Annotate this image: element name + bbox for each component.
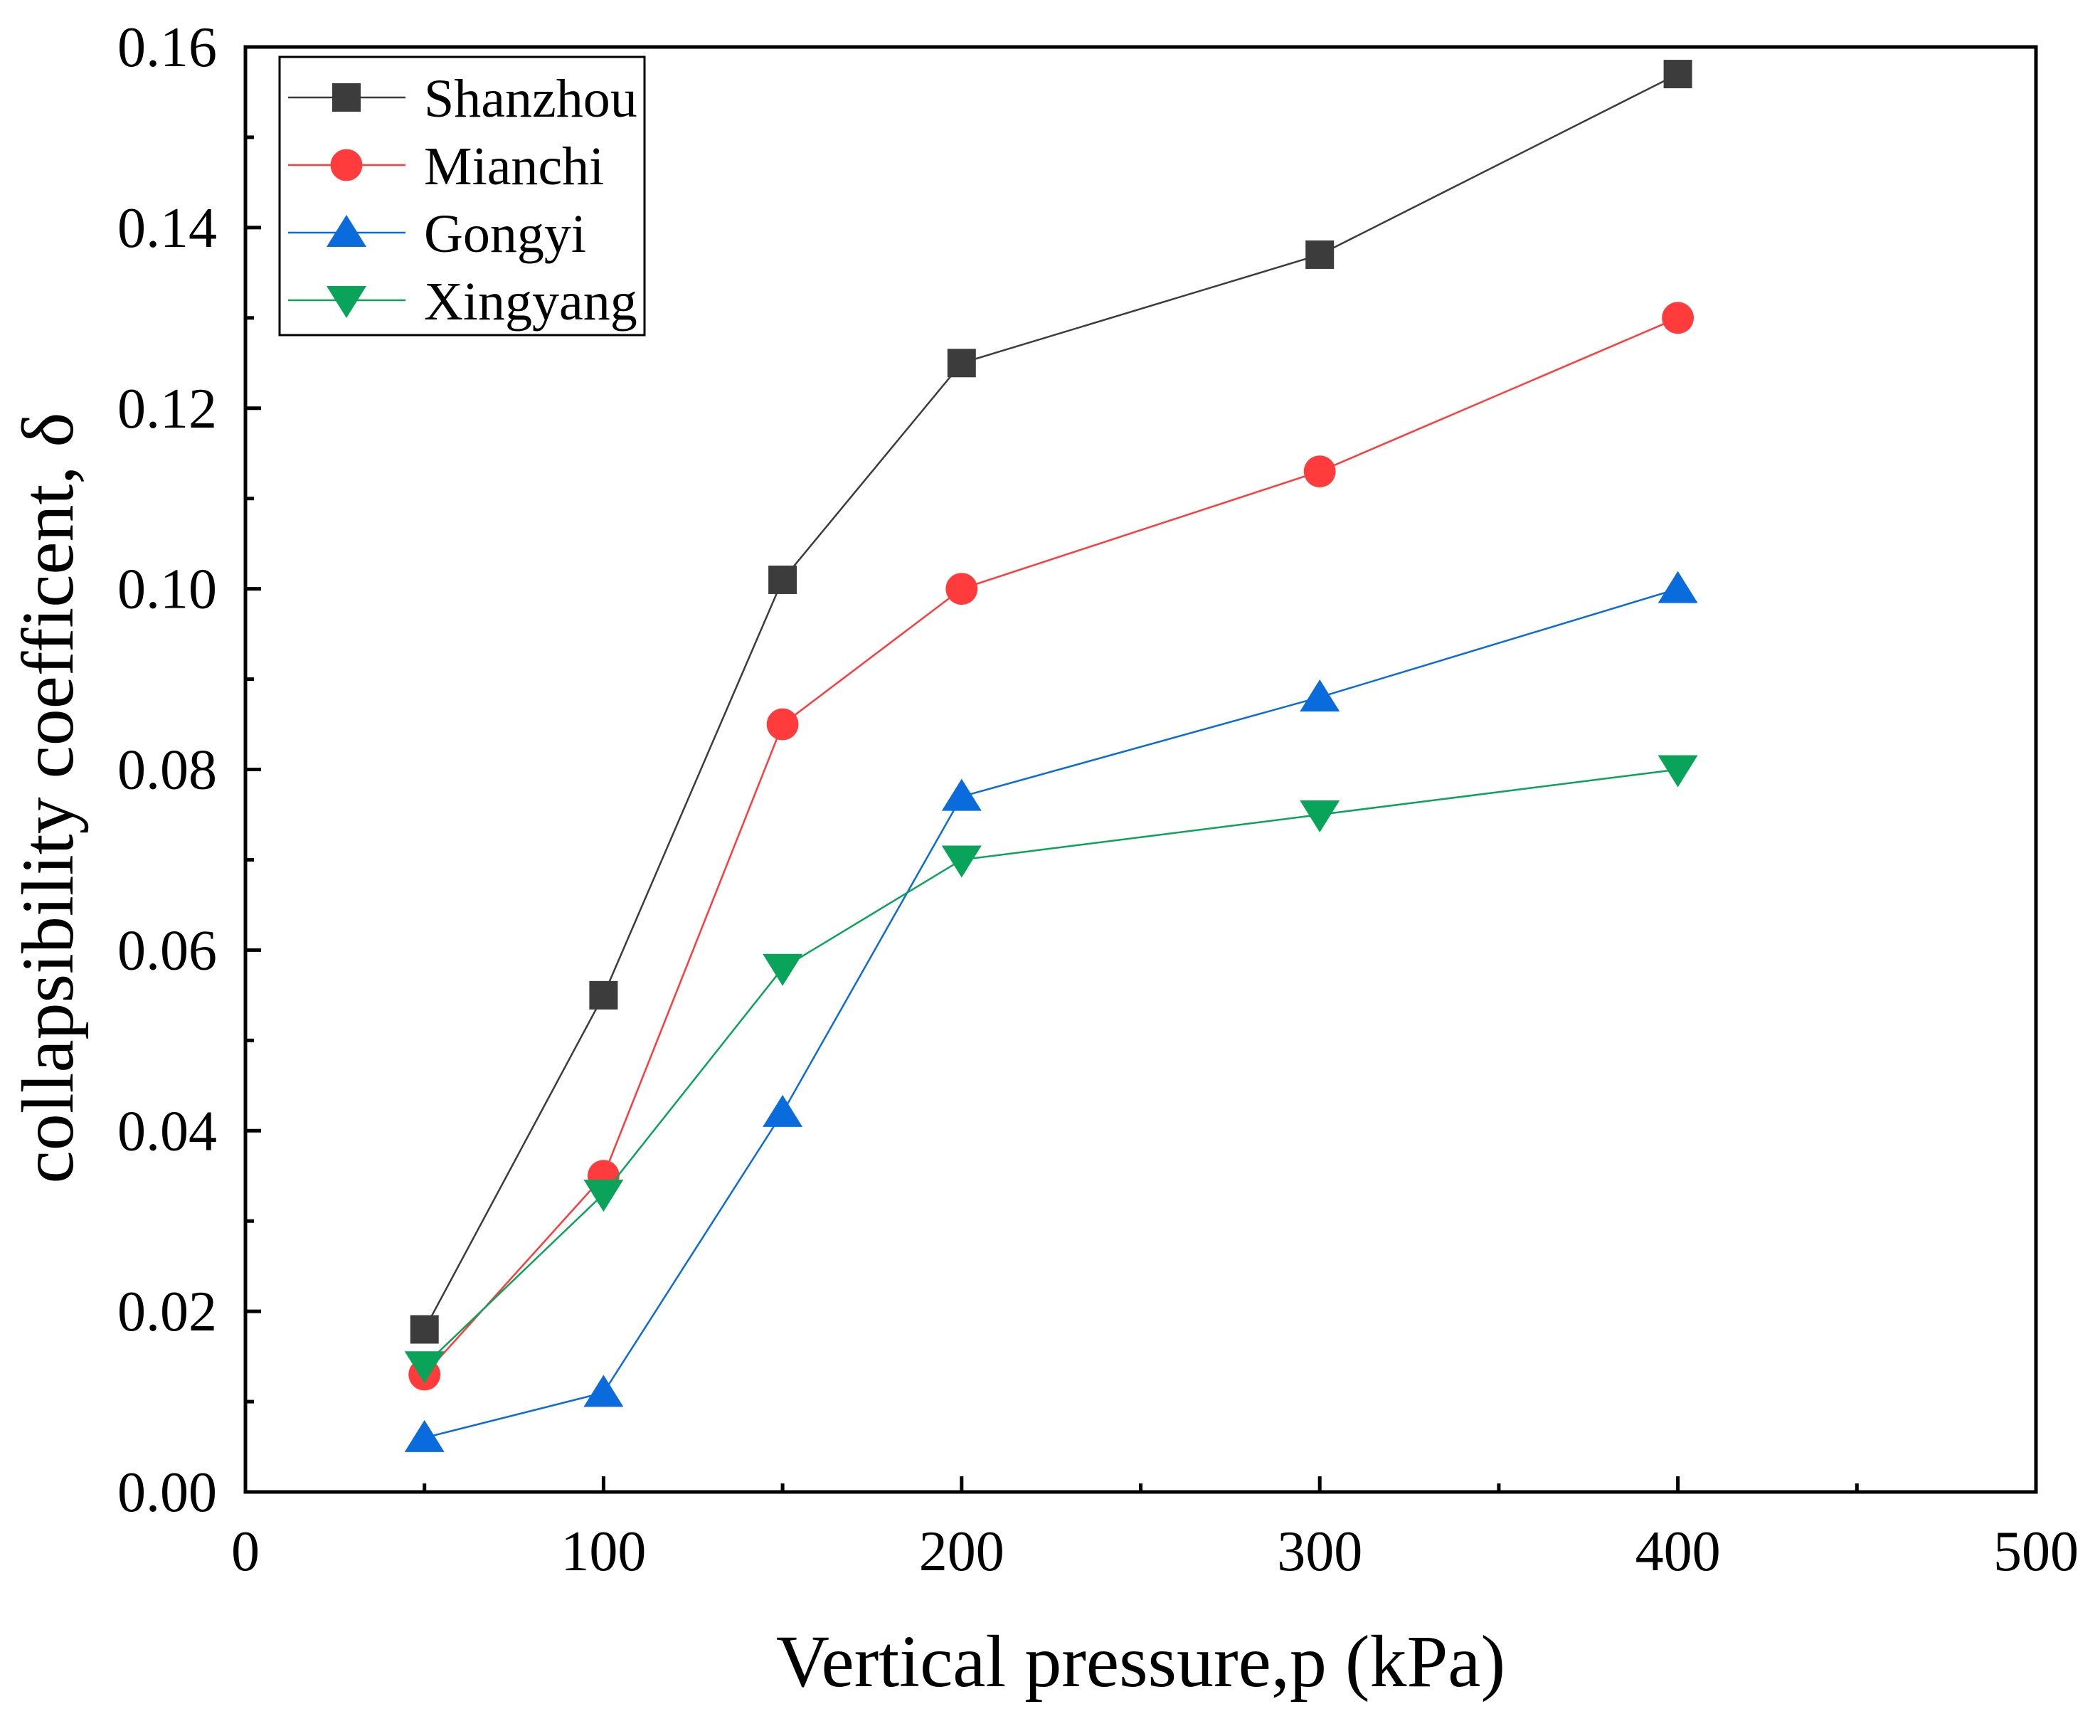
- x-tick-label: 0: [231, 1520, 260, 1583]
- x-tick-label: 100: [561, 1520, 646, 1583]
- y-tick-label: 0.06: [117, 919, 217, 982]
- data-point-shanzhou: [1305, 240, 1335, 269]
- data-point-shanzhou: [410, 1315, 439, 1344]
- data-point-xingyang: [941, 845, 982, 878]
- data-point-xingyang: [1300, 800, 1340, 832]
- y-tick-label: 0.16: [117, 16, 217, 79]
- data-point-shanzhou: [589, 980, 618, 1010]
- series-line-mianchi: [423, 317, 1679, 1375]
- legend: Shanzhou Mianchi Gongyi Xingyang: [278, 55, 646, 337]
- data-point-xingyang: [404, 1351, 445, 1384]
- data-point-gongyi: [1658, 571, 1698, 603]
- data-point-gongyi: [1300, 679, 1340, 711]
- legend-label-mianchi: Mianchi: [424, 137, 604, 196]
- y-tick-label: 0.12: [117, 378, 217, 440]
- y-tick-label: 0.00: [117, 1461, 217, 1524]
- y-tick-label: 0.08: [117, 739, 217, 802]
- data-point-shanzhou: [1663, 60, 1692, 89]
- data-point-shanzhou: [768, 565, 797, 594]
- data-point-shanzhou: [947, 349, 976, 378]
- legend-marker-shanzhou: [332, 83, 361, 112]
- data-point-gongyi: [763, 1094, 803, 1127]
- series-layer: [404, 60, 1698, 1452]
- data-point-mianchi: [945, 573, 978, 605]
- series-line-shanzhou: [423, 73, 1679, 1330]
- legend-label-xingyang: Xingyang: [424, 272, 637, 332]
- y-tick-label: 0.10: [117, 559, 217, 621]
- legend-label-gongyi: Gongyi: [424, 204, 586, 264]
- x-tick-label: 200: [919, 1520, 1004, 1583]
- y-tick-label: 0.02: [117, 1281, 217, 1343]
- legend-label-shanzhou: Shanzhou: [424, 69, 637, 129]
- x-axis-title: Vertical pressure,p (kPa): [776, 1621, 1505, 1703]
- legend-marker-xingyang: [327, 286, 366, 318]
- legend-marker-gongyi: [327, 215, 366, 247]
- y-axis-title: collapsibility coefficent, δ: [7, 413, 89, 1184]
- x-tick-label: 400: [1635, 1520, 1721, 1583]
- y-tick-label: 0.04: [117, 1100, 217, 1163]
- series-line-gongyi: [424, 588, 1678, 1439]
- data-point-gongyi: [583, 1375, 624, 1407]
- legend-marker-mianchi: [330, 149, 363, 181]
- data-point-xingyang: [763, 953, 803, 986]
- x-tick-label: 500: [1993, 1520, 2079, 1583]
- data-point-xingyang: [583, 1180, 624, 1212]
- data-point-mianchi: [1662, 302, 1695, 334]
- series-line-xingyang: [423, 768, 1678, 1367]
- data-point-gongyi: [941, 778, 982, 811]
- x-tick-label: 300: [1277, 1520, 1362, 1583]
- data-point-xingyang: [1658, 755, 1698, 788]
- data-point-mianchi: [1303, 455, 1336, 488]
- y-tick-label: 0.14: [117, 197, 217, 260]
- data-point-mianchi: [766, 708, 799, 741]
- data-point-gongyi: [404, 1419, 445, 1452]
- axes-layer: 0 100 200 300 400 500 0.00 0.02 0.04 0.06 0.08 0.10…: [117, 16, 2079, 1583]
